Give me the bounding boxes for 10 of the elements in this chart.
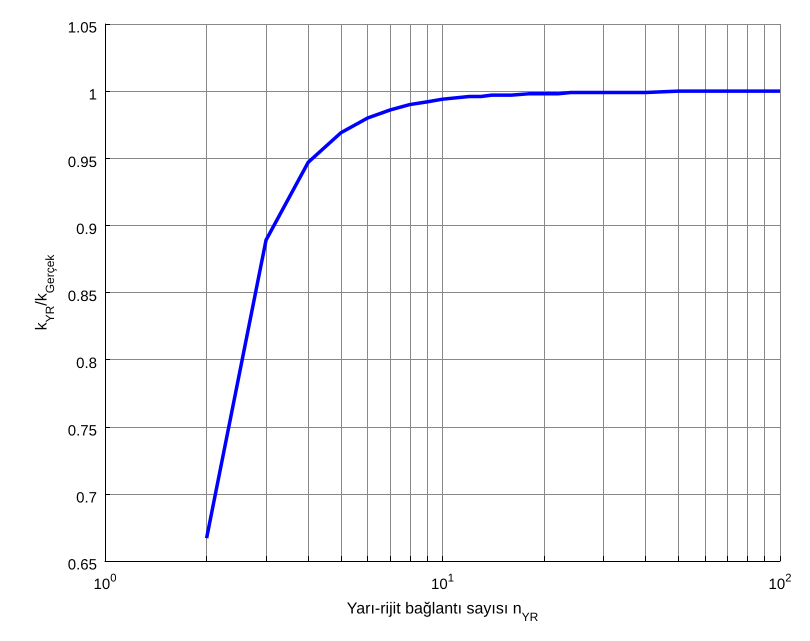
y-tick-label: 0.7 [76, 489, 97, 506]
y-axis-title: kYR/kGerçek [34, 254, 57, 330]
y-tick-label: 0.75 [68, 422, 97, 440]
y-tick-label: 1 [88, 86, 97, 104]
y-tick-label: 0.85 [68, 288, 97, 305]
y-tick-label: 0.65 [68, 556, 97, 574]
y-tick-label: 0.95 [68, 154, 97, 171]
y-tick-label: 0.9 [76, 220, 97, 238]
y-tick-label: 0.8 [76, 355, 97, 372]
y-tick-label: 1.05 [68, 20, 97, 36]
